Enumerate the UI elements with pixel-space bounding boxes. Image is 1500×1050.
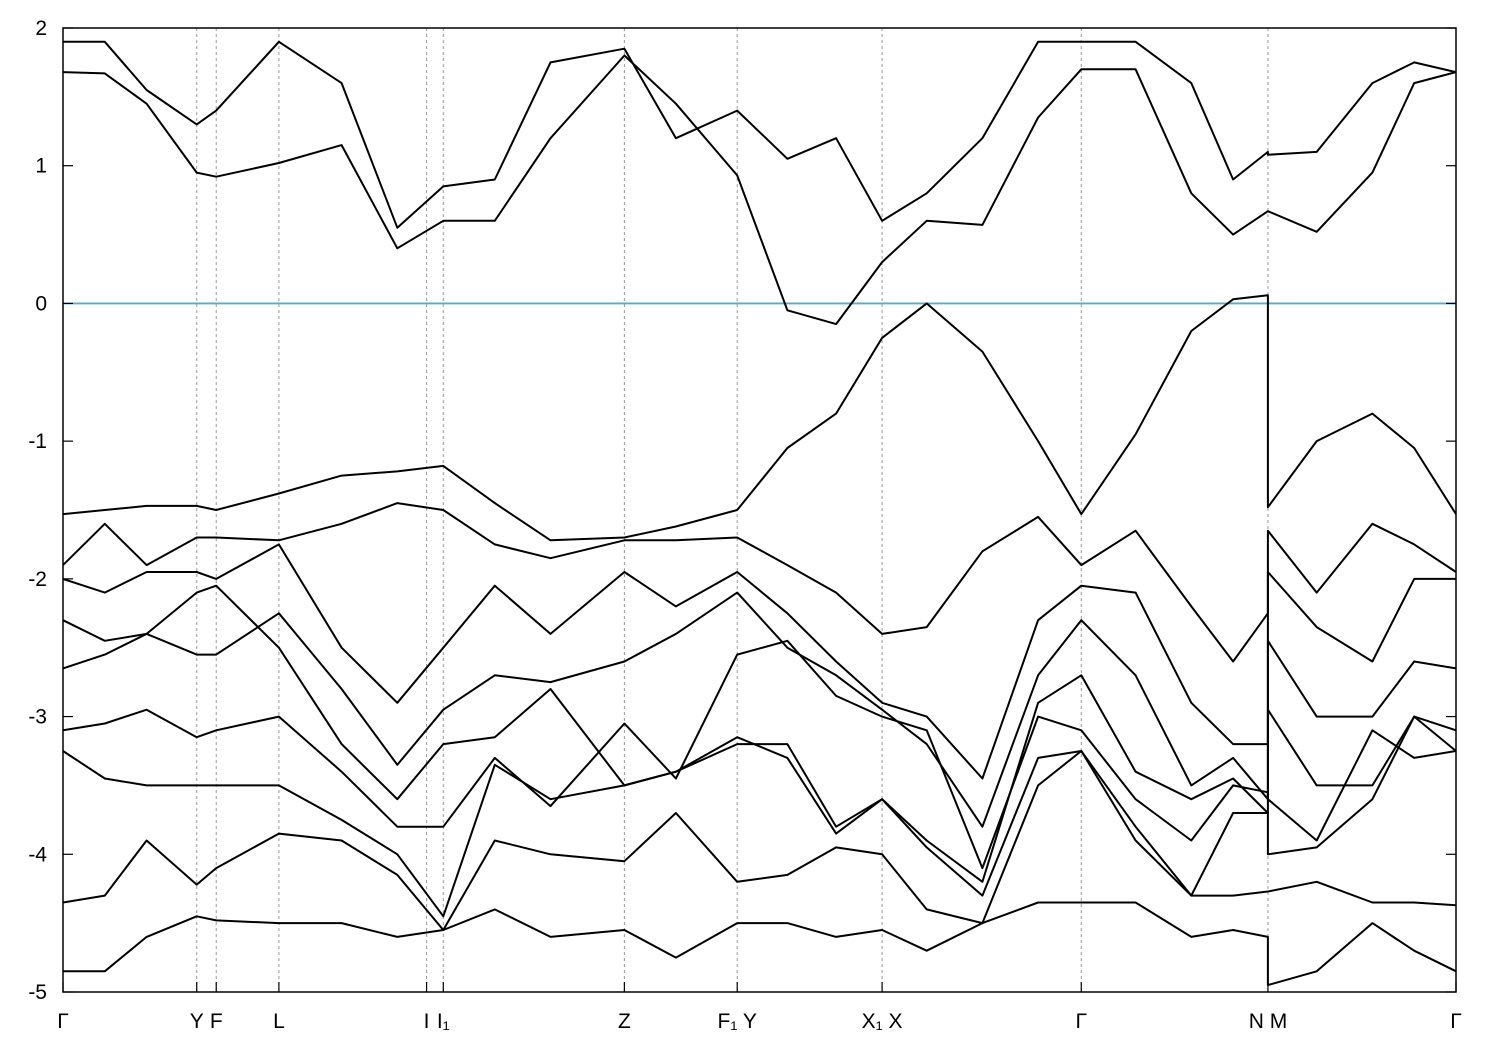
y-tick-label: -3	[28, 706, 47, 729]
plot-frame	[62, 27, 1457, 993]
x-tick-label: F₁ Y	[718, 1010, 757, 1033]
grid-layer	[62, 28, 1457, 992]
x-tick-label: Y	[190, 1010, 204, 1033]
band-line	[63, 750, 1456, 931]
y-tick-label: -2	[28, 568, 47, 591]
band-line	[63, 639, 1456, 870]
x-tick-label: N M	[1249, 1010, 1288, 1033]
x-tick-label: L	[273, 1010, 285, 1033]
x-tick-label: Z	[618, 1010, 631, 1033]
y-tick-label: 2	[35, 17, 47, 40]
x-tick-label: Γ	[57, 1010, 69, 1033]
y-tick-label: -1	[28, 430, 47, 453]
x-tick-label: X₁ X	[862, 1010, 903, 1033]
labels-layer: -5 -4 -3 -2 -1 0 1 2 Γ Y F L I I₁ Z F₁ Y X₁ X Γ N M Γ	[28, 17, 1461, 1033]
band-line	[63, 54, 1456, 326]
band-line	[63, 715, 1456, 918]
y-tick-label: -4	[28, 843, 47, 866]
y-tick-label: 1	[35, 155, 47, 178]
band-line	[63, 502, 1456, 663]
y-tick-label: 0	[35, 292, 47, 315]
x-tick-label: I₁	[437, 1010, 450, 1033]
y-tick-label: -5	[28, 981, 47, 1004]
x-tick-label: Γ	[1075, 1010, 1087, 1033]
band-line	[63, 901, 1456, 987]
bands-layer	[63, 40, 1456, 987]
x-tick-label: I	[424, 1010, 430, 1033]
band-line	[63, 294, 1456, 542]
x-tick-label: Γ	[1450, 1010, 1462, 1033]
band-line	[63, 40, 1456, 229]
x-tick-label: F	[210, 1010, 223, 1033]
